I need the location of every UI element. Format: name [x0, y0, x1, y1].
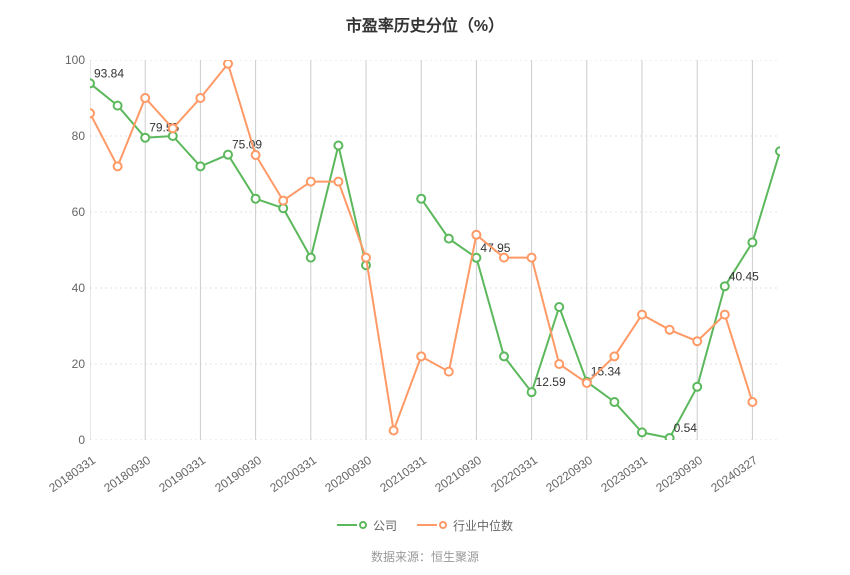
- svg-text:93.84: 93.84: [94, 66, 124, 80]
- x-tick-label: 20230331: [598, 453, 650, 495]
- y-tick-label: 60: [72, 205, 85, 219]
- legend: 公司 行业中位数: [0, 515, 850, 534]
- legend-item[interactable]: 公司: [337, 517, 397, 534]
- y-tick-label: 0: [78, 433, 85, 447]
- chart-title: 市盈率历史分位（%）: [0, 0, 850, 36]
- chart-plot-area: 93.8479.5575.0947.9512.5915.340.5440.457…: [90, 60, 780, 440]
- data-source: 数据来源：恒生聚源: [0, 548, 850, 565]
- x-tick-label: 20220331: [488, 453, 540, 495]
- y-tick-label: 40: [72, 281, 85, 295]
- legend-label: 公司: [373, 517, 397, 534]
- x-tick-label: 20200930: [322, 453, 374, 495]
- x-tick-label: 20230930: [653, 453, 705, 495]
- legend-item[interactable]: 行业中位数: [417, 517, 513, 534]
- svg-text:12.59: 12.59: [536, 375, 566, 389]
- legend-label: 行业中位数: [453, 517, 513, 534]
- svg-text:15.34: 15.34: [591, 365, 621, 379]
- y-tick-label: 100: [65, 53, 85, 67]
- x-tick-label: 20180331: [46, 453, 98, 495]
- chart-svg: 93.8479.5575.0947.9512.5915.340.5440.457…: [90, 60, 780, 440]
- y-axis: 020406080100: [55, 60, 85, 440]
- x-tick-label: 20240327: [709, 453, 761, 495]
- x-tick-label: 20200331: [267, 453, 319, 495]
- x-axis: 2018033120180930201903312019093020200331…: [90, 445, 780, 505]
- x-tick-label: 20180930: [101, 453, 153, 495]
- x-tick-label: 20210930: [433, 453, 485, 495]
- svg-text:75.09: 75.09: [232, 138, 262, 152]
- x-tick-label: 20190930: [212, 453, 264, 495]
- svg-text:0.54: 0.54: [674, 421, 698, 435]
- x-tick-label: 20220930: [543, 453, 595, 495]
- y-tick-label: 20: [72, 357, 85, 371]
- y-tick-label: 80: [72, 129, 85, 143]
- svg-text:40.45: 40.45: [729, 269, 759, 283]
- x-tick-label: 20190331: [157, 453, 209, 495]
- x-tick-label: 20210331: [377, 453, 429, 495]
